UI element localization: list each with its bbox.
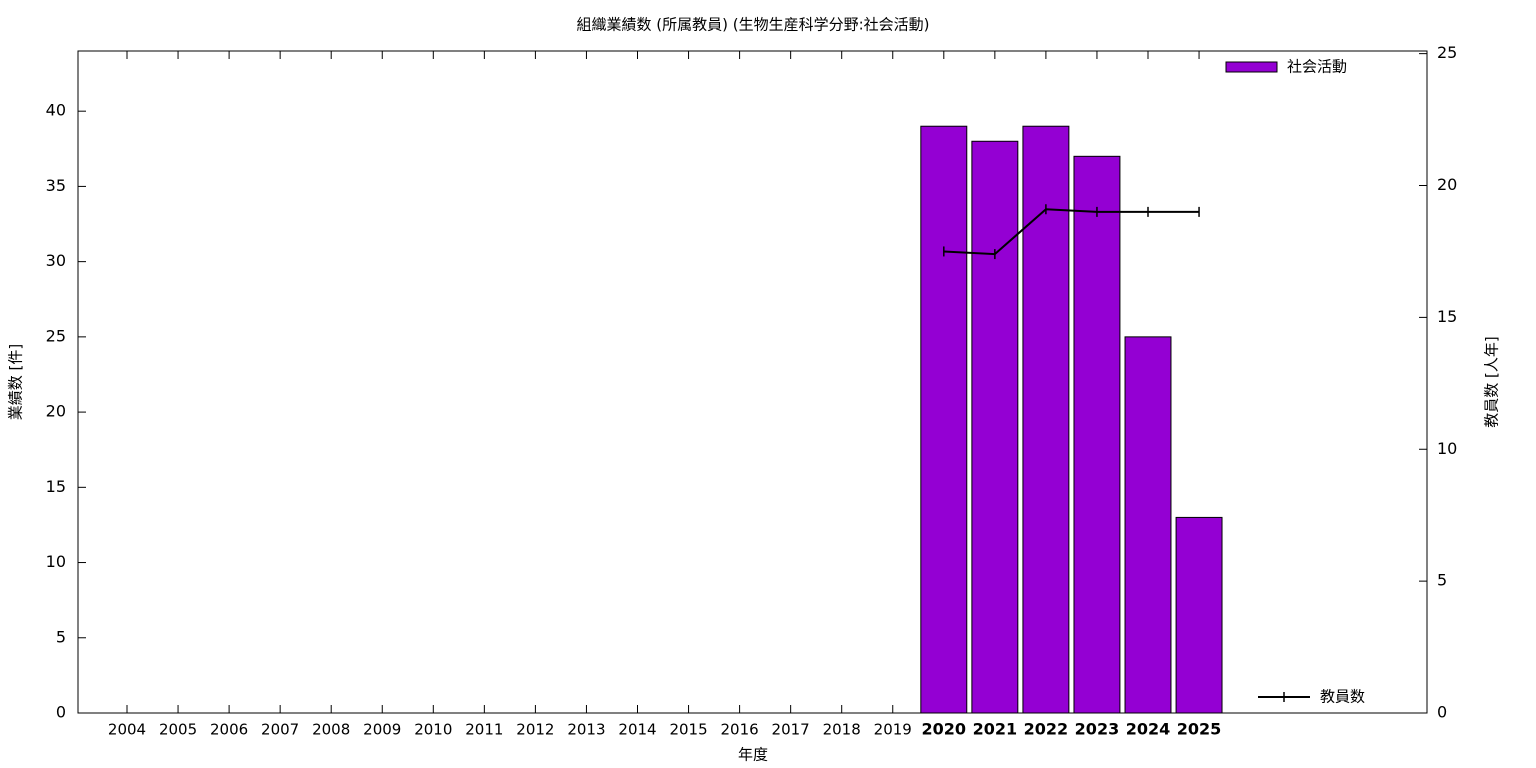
- y-tick-label: 40: [46, 101, 66, 120]
- bar: [1175, 516, 1223, 714]
- x-tick-label: 2011: [465, 721, 503, 739]
- x-tick-label: 2024: [1126, 720, 1171, 739]
- line: [943, 208, 1200, 256]
- y-tick-label: 25: [46, 326, 66, 345]
- x-tick-label: 2020: [922, 720, 967, 739]
- y-tick-label: 5: [56, 627, 66, 646]
- bar: [1124, 336, 1172, 714]
- x-tick-label: 2009: [363, 721, 401, 739]
- y2-tick-label: 10: [1437, 439, 1457, 458]
- y-tick-label: 10: [46, 552, 66, 571]
- x-tick-label: 2023: [1075, 720, 1120, 739]
- x-tick-label: 2018: [823, 721, 861, 739]
- y2-tick-label: 20: [1437, 175, 1457, 194]
- x-tick-label: 2017: [772, 721, 810, 739]
- y2-tick-label: 5: [1437, 571, 1447, 590]
- y2-axis-label: 教員数 [人年]: [1483, 336, 1501, 427]
- legend-swatch: [1225, 61, 1278, 73]
- x-tick-label: 2012: [516, 721, 554, 739]
- x-tick-label: 2015: [669, 721, 707, 739]
- x-tick-label: 2008: [312, 721, 350, 739]
- x-tick-label: 2007: [261, 721, 299, 739]
- x-tick-label: 2021: [973, 720, 1018, 739]
- x-tick-label: 2019: [874, 721, 912, 739]
- plot-frame: [77, 50, 1428, 714]
- bar: [971, 140, 1019, 714]
- x-tick-label: 2016: [721, 721, 759, 739]
- bar: [920, 125, 968, 714]
- x-axis-label: 年度: [738, 746, 768, 764]
- chart-title: 組織業績数 (所属教員) (生物生産科学分野:社会活動): [576, 16, 929, 34]
- x-tick-label: 2006: [210, 721, 248, 739]
- legend-label: 教員数: [1320, 688, 1365, 706]
- y-tick-label: 0: [56, 703, 66, 722]
- x-tick-label: 2004: [108, 721, 146, 739]
- x-tick-label: 2010: [414, 721, 452, 739]
- legend-label: 社会活動: [1287, 58, 1347, 76]
- bar: [1073, 155, 1121, 714]
- y2-tick-label: 15: [1437, 307, 1457, 326]
- x-tick-label: 2022: [1024, 720, 1069, 739]
- x-tick-label: 2013: [567, 721, 605, 739]
- y2-tick-label: 25: [1437, 43, 1457, 62]
- y-tick-label: 30: [46, 251, 66, 270]
- y-tick-label: 15: [46, 477, 66, 496]
- x-tick-label: 2005: [159, 721, 197, 739]
- y-tick-label: 20: [46, 402, 66, 421]
- y-axis-label: 業績数 [件]: [7, 344, 25, 420]
- x-tick-label: 2025: [1177, 720, 1222, 739]
- y2-tick-label: 0: [1437, 703, 1447, 722]
- y-tick-label: 35: [46, 176, 66, 195]
- x-tick-label: 2014: [618, 721, 656, 739]
